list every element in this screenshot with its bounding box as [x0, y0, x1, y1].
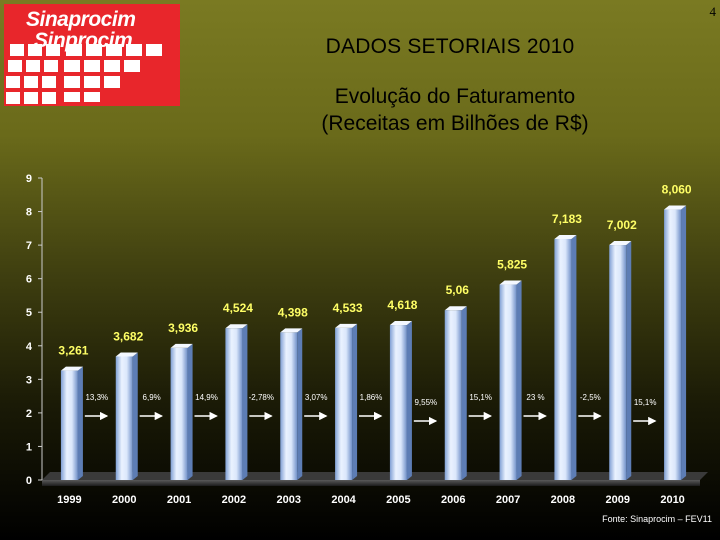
slide-title: DADOS SETORIAIS 2010 [325, 35, 575, 58]
bar-side [132, 352, 138, 480]
x-tick-label: 2007 [496, 494, 520, 506]
bar-top [60, 366, 83, 371]
logo-grid-right-icon [64, 44, 162, 102]
x-tick-label: 2004 [331, 494, 356, 506]
bar-value-label: 3,682 [113, 329, 143, 343]
bar [115, 356, 133, 480]
page-number: 4 [709, 4, 717, 19]
bar-value-label: 4,398 [278, 305, 308, 319]
x-tick-label: 2008 [551, 494, 575, 506]
y-tick-label: 5 [26, 307, 32, 319]
y-tick-label: 0 [26, 475, 32, 487]
chart-floor [42, 480, 700, 486]
x-tick-label: 2003 [277, 494, 301, 506]
revenue-bar-chart: 0 1 2 3 4 5 6 7 8 9 3,261 1999 3,682 2000 3,936 2001 4,5… [26, 173, 708, 506]
bar-top [225, 324, 248, 329]
bar-side [681, 205, 687, 480]
y-tick-label: 4 [26, 341, 33, 353]
bar-side [242, 324, 248, 480]
growth-label: 15,1% [469, 393, 492, 402]
bar-value-label: 4,618 [387, 298, 417, 312]
chart-floor-top [42, 472, 708, 480]
y-tick-label: 2 [26, 408, 32, 420]
x-tick-label: 2000 [112, 494, 136, 506]
bar-value-label: 5,06 [446, 283, 470, 297]
bar-side [187, 343, 193, 480]
x-tick-label: 2010 [660, 494, 684, 506]
bar-value-label: 7,183 [552, 212, 582, 226]
bar-top [335, 323, 358, 328]
logo-text-line2: Sinprocim [34, 29, 133, 52]
x-tick-label: 2005 [386, 494, 410, 506]
y-tick-label: 1 [26, 441, 32, 453]
bar [499, 284, 517, 480]
bar-side [516, 280, 522, 480]
bar-value-label: 7,002 [607, 218, 637, 232]
bar-side [352, 323, 358, 480]
bar-value-label: 3,936 [168, 321, 198, 335]
bar-value-label: 5,825 [497, 258, 527, 272]
bar [60, 370, 78, 480]
source-note: Fonte: Sinaprocim – FEV11 [602, 514, 712, 524]
bar [170, 347, 188, 480]
bar-top [499, 280, 522, 285]
y-tick-label: 6 [26, 274, 32, 286]
bar-top [115, 352, 138, 357]
bar-side [77, 366, 83, 480]
bar [664, 209, 682, 480]
x-tick-label: 2002 [222, 494, 246, 506]
bar [280, 332, 298, 480]
bar-top [609, 241, 632, 246]
growth-label: 3,07% [305, 393, 328, 402]
bar [609, 245, 627, 480]
chart-subtitle: Evolução do Faturamento (Receitas em Bil… [270, 83, 640, 137]
bar [335, 327, 353, 480]
growth-label: 23 % [526, 393, 544, 402]
bar-top [389, 321, 412, 326]
x-tick-label: 2006 [441, 494, 465, 506]
bar-top [280, 328, 303, 333]
bar-top [554, 234, 577, 239]
bar-side [297, 328, 303, 480]
growth-label: 6,9% [143, 393, 161, 402]
bar-side [626, 241, 632, 480]
y-tick-label: 3 [26, 374, 32, 386]
bar [389, 325, 407, 480]
bar [554, 238, 572, 480]
bar-top [444, 306, 467, 311]
y-tick-label: 9 [26, 173, 32, 185]
logo-grid-icon [6, 44, 60, 104]
growth-label: 13,3% [85, 393, 108, 402]
x-tick-label: 2001 [167, 494, 191, 506]
bar-value-label: 3,261 [58, 344, 88, 358]
chart-subtitle-line2: (Receitas em Bilhões de R$) [321, 112, 589, 135]
growth-label: -2,5% [580, 393, 601, 402]
bar-value-label: 4,533 [333, 301, 363, 315]
bar [225, 328, 243, 480]
growth-label: 14,9% [195, 393, 218, 402]
bar-value-label: 4,524 [223, 301, 253, 315]
bar-side [571, 234, 577, 480]
growth-label: -2,78% [249, 393, 274, 402]
x-tick-label: 1999 [57, 494, 81, 506]
y-tick-label: 8 [26, 207, 32, 219]
growth-label: 9,55% [414, 398, 437, 407]
bar [444, 310, 462, 480]
logo-text-line1: Sinaprocim [26, 8, 136, 31]
growth-label: 15,1% [634, 398, 657, 407]
bar-side [461, 306, 467, 480]
y-tick-label: 7 [26, 240, 32, 252]
x-tick-label: 2009 [606, 494, 630, 506]
chart-subtitle-line1: Evolução do Faturamento [334, 85, 576, 108]
growth-label: 1,86% [360, 393, 383, 402]
bar-value-label: 8,060 [662, 183, 692, 197]
sinaprocim-logo: Sinaprocim Sinprocim [4, 4, 180, 106]
bar-side [406, 321, 412, 480]
bar-top [170, 343, 193, 348]
bar-top [664, 205, 687, 210]
